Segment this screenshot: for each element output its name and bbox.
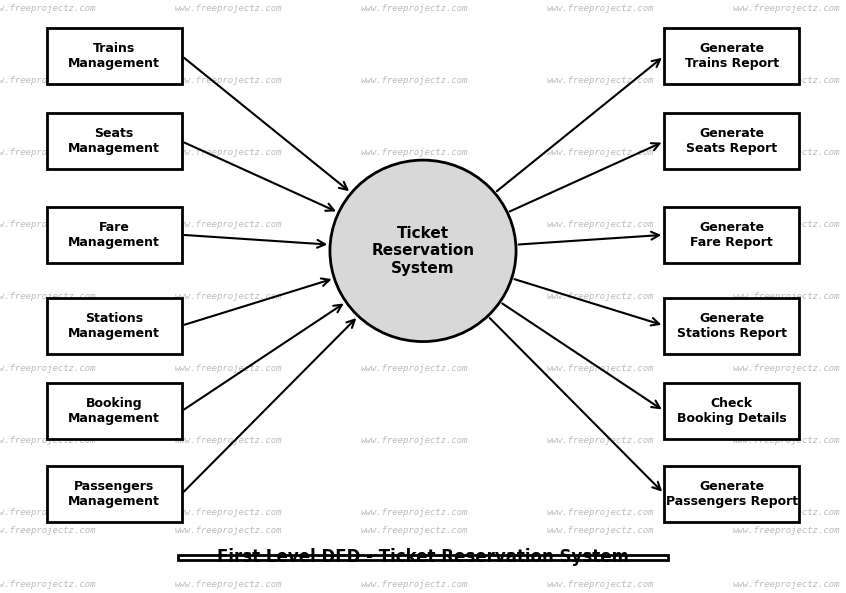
Bar — [47, 383, 182, 439]
Text: www.freeprojectz.com: www.freeprojectz.com — [0, 526, 96, 535]
Text: www.freeprojectz.com: www.freeprojectz.com — [174, 4, 283, 12]
Text: www.freeprojectz.com: www.freeprojectz.com — [0, 148, 96, 157]
Text: www.freeprojectz.com: www.freeprojectz.com — [547, 436, 655, 445]
Text: www.freeprojectz.com: www.freeprojectz.com — [360, 526, 469, 535]
Text: www.freeprojectz.com: www.freeprojectz.com — [360, 436, 469, 445]
Text: www.freeprojectz.com: www.freeprojectz.com — [0, 4, 96, 12]
Text: www.freeprojectz.com: www.freeprojectz.com — [733, 292, 841, 301]
Text: Seats
Management: Seats Management — [69, 127, 160, 155]
Text: www.freeprojectz.com: www.freeprojectz.com — [733, 148, 841, 157]
Bar — [664, 298, 799, 353]
Text: www.freeprojectz.com: www.freeprojectz.com — [733, 364, 841, 373]
Text: www.freeprojectz.com: www.freeprojectz.com — [360, 580, 469, 589]
Text: www.freeprojectz.com: www.freeprojectz.com — [360, 219, 469, 229]
Text: Stations
Management: Stations Management — [69, 311, 160, 340]
Bar — [47, 466, 182, 522]
Text: www.freeprojectz.com: www.freeprojectz.com — [174, 148, 283, 157]
Text: www.freeprojectz.com: www.freeprojectz.com — [0, 436, 96, 445]
Text: www.freeprojectz.com: www.freeprojectz.com — [547, 4, 655, 12]
Text: www.freeprojectz.com: www.freeprojectz.com — [0, 75, 96, 85]
Text: Generate
Stations Report: Generate Stations Report — [677, 311, 787, 340]
Text: www.freeprojectz.com: www.freeprojectz.com — [733, 580, 841, 589]
Ellipse shape — [330, 160, 516, 342]
Text: www.freeprojectz.com: www.freeprojectz.com — [733, 508, 841, 517]
Text: Check
Booking Details: Check Booking Details — [677, 397, 787, 425]
Bar — [47, 28, 182, 84]
Bar — [664, 466, 799, 522]
Text: www.freeprojectz.com: www.freeprojectz.com — [733, 526, 841, 535]
Text: www.freeprojectz.com: www.freeprojectz.com — [174, 75, 283, 85]
Text: www.freeprojectz.com: www.freeprojectz.com — [0, 580, 96, 589]
Text: www.freeprojectz.com: www.freeprojectz.com — [174, 526, 283, 535]
Text: www.freeprojectz.com: www.freeprojectz.com — [360, 75, 469, 85]
Text: www.freeprojectz.com: www.freeprojectz.com — [360, 508, 469, 517]
Text: www.freeprojectz.com: www.freeprojectz.com — [174, 364, 283, 373]
Text: Generate
Seats Report: Generate Seats Report — [686, 127, 777, 155]
Text: www.freeprojectz.com: www.freeprojectz.com — [360, 364, 469, 373]
Text: www.freeprojectz.com: www.freeprojectz.com — [733, 4, 841, 12]
Text: www.freeprojectz.com: www.freeprojectz.com — [733, 75, 841, 85]
Bar — [664, 113, 799, 170]
Text: Trains
Management: Trains Management — [69, 42, 160, 70]
Bar — [664, 207, 799, 263]
Text: www.freeprojectz.com: www.freeprojectz.com — [0, 219, 96, 229]
Text: www.freeprojectz.com: www.freeprojectz.com — [547, 219, 655, 229]
Text: www.freeprojectz.com: www.freeprojectz.com — [0, 292, 96, 301]
Text: Passengers
Management: Passengers Management — [69, 480, 160, 508]
Text: www.freeprojectz.com: www.freeprojectz.com — [360, 292, 469, 301]
Bar — [178, 555, 668, 560]
Text: Generate
Fare Report: Generate Fare Report — [690, 221, 773, 249]
Text: www.freeprojectz.com: www.freeprojectz.com — [547, 75, 655, 85]
Bar — [664, 28, 799, 84]
Text: www.freeprojectz.com: www.freeprojectz.com — [0, 508, 96, 517]
Text: First Level DFD - Ticket Reservation System: First Level DFD - Ticket Reservation Sys… — [217, 549, 629, 566]
Text: www.freeprojectz.com: www.freeprojectz.com — [360, 4, 469, 12]
Bar — [47, 207, 182, 263]
Text: www.freeprojectz.com: www.freeprojectz.com — [174, 508, 283, 517]
Text: www.freeprojectz.com: www.freeprojectz.com — [547, 364, 655, 373]
Text: www.freeprojectz.com: www.freeprojectz.com — [174, 292, 283, 301]
Text: www.freeprojectz.com: www.freeprojectz.com — [733, 436, 841, 445]
Text: www.freeprojectz.com: www.freeprojectz.com — [360, 148, 469, 157]
Bar — [664, 383, 799, 439]
Text: www.freeprojectz.com: www.freeprojectz.com — [547, 292, 655, 301]
Text: Ticket
Reservation
System: Ticket Reservation System — [371, 226, 475, 276]
Text: www.freeprojectz.com: www.freeprojectz.com — [547, 148, 655, 157]
Text: Generate
Trains Report: Generate Trains Report — [684, 42, 779, 70]
Text: www.freeprojectz.com: www.freeprojectz.com — [547, 526, 655, 535]
Text: www.freeprojectz.com: www.freeprojectz.com — [547, 508, 655, 517]
Bar — [47, 113, 182, 170]
Text: www.freeprojectz.com: www.freeprojectz.com — [733, 219, 841, 229]
Text: www.freeprojectz.com: www.freeprojectz.com — [174, 436, 283, 445]
Text: Generate
Passengers Report: Generate Passengers Report — [666, 480, 798, 508]
Bar — [47, 298, 182, 353]
Text: www.freeprojectz.com: www.freeprojectz.com — [174, 219, 283, 229]
Text: www.freeprojectz.com: www.freeprojectz.com — [547, 580, 655, 589]
Text: Booking
Management: Booking Management — [69, 397, 160, 425]
Text: Fare
Management: Fare Management — [69, 221, 160, 249]
Text: www.freeprojectz.com: www.freeprojectz.com — [0, 364, 96, 373]
Text: www.freeprojectz.com: www.freeprojectz.com — [174, 580, 283, 589]
